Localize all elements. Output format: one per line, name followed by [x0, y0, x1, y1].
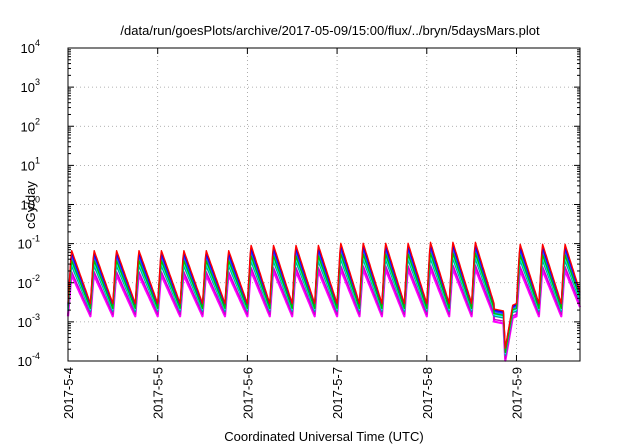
y-tick-label: 10-3 — [18, 312, 40, 330]
y-tick-label: 10-1 — [18, 234, 40, 252]
series-group — [66, 241, 582, 362]
x-tick-label: 2017-5-7 — [330, 367, 345, 419]
y-tick-label: 10-2 — [18, 273, 40, 291]
y-tick-label: 103 — [21, 77, 40, 95]
x-tick-label: 2017-5-6 — [240, 367, 255, 419]
y-tick-label: 102 — [21, 116, 40, 134]
x-tick-label: 2017-5-8 — [420, 367, 435, 419]
y-tick-label: 101 — [21, 155, 40, 173]
x-tick-label: 2017-5-5 — [151, 367, 166, 419]
y-tick-label: 10-4 — [18, 351, 40, 369]
x-axis: 2017-5-4 2017-5-5 2017-5-6 2017-5-7 2017-5-8… — [61, 48, 524, 419]
series-line-8 — [67, 241, 581, 349]
y-tick-label: 104 — [21, 38, 40, 56]
x-tick-label: 2017-5-9 — [509, 367, 524, 419]
chart-title: /data/run/goesPlots/archive/2017-05-09/1… — [120, 23, 540, 38]
x-axis-label: Coordinated Universal Time (UTC) — [224, 429, 423, 444]
y-axis-label: cGy/day — [23, 181, 38, 229]
x-tick-label: 2017-5-4 — [61, 367, 76, 419]
